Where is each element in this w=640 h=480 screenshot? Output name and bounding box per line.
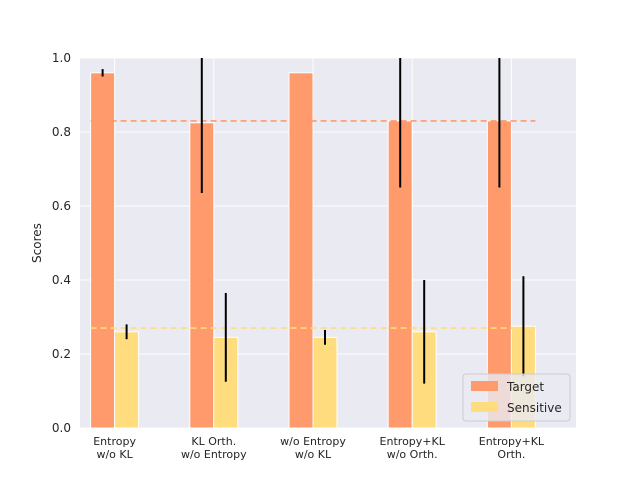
target-bar (288, 72, 314, 429)
sensitive-bar (114, 331, 140, 429)
y-tick-label: 0.2 (52, 347, 71, 361)
y-tick-label: 0.6 (52, 199, 71, 213)
x-tick-label: w/o Entropy w/o KL (280, 435, 346, 461)
y-tick-label: 1.0 (52, 51, 71, 65)
x-tick-label: Entropy w/o KL (93, 435, 136, 461)
legend-label: Sensitive (507, 401, 562, 415)
x-tick-label: Entropy+KL w/o Orth. (380, 435, 446, 461)
target-bar (90, 72, 116, 429)
legend-label: Target (506, 380, 544, 394)
sensitive-bar (312, 336, 338, 429)
y-tick-label: 0.0 (52, 421, 71, 435)
y-axis-label: Scores (30, 223, 44, 263)
legend-swatch (471, 402, 498, 412)
y-tick-label: 0.4 (52, 273, 71, 287)
legend-swatch (471, 381, 498, 391)
x-tick-label: KL Orth. w/o Entropy (181, 435, 247, 461)
x-tick-label: Entropy+KL Orth. (479, 435, 545, 461)
y-tick-label: 0.8 (52, 125, 71, 139)
